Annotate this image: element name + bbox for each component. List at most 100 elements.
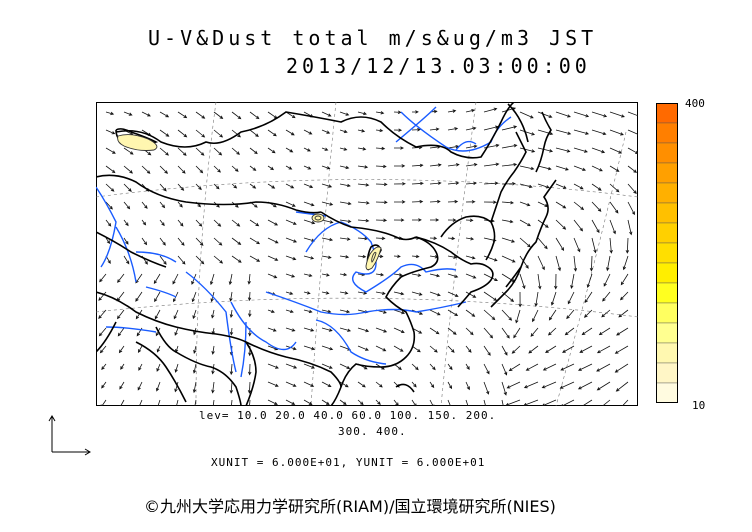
wind-arrow xyxy=(123,201,131,210)
wind-arrow xyxy=(589,255,594,272)
wind-arrow xyxy=(547,327,557,336)
wind-arrow xyxy=(483,273,498,281)
wind-arrow xyxy=(137,381,143,391)
colorbar-band xyxy=(656,322,678,344)
wind-arrow xyxy=(537,147,554,153)
wind-arrow xyxy=(321,399,330,405)
wind-arrow xyxy=(117,327,125,337)
wind-arrow xyxy=(105,237,111,245)
wind-arrow xyxy=(465,363,470,370)
wind-arrow xyxy=(339,255,350,259)
wind-arrow xyxy=(586,273,593,289)
wind-arrow xyxy=(156,345,161,353)
wind-arrow xyxy=(123,219,129,227)
wind-arrow xyxy=(285,327,296,332)
wind-arrow xyxy=(195,237,204,246)
wind-arrow xyxy=(177,237,185,246)
wind-arrow xyxy=(177,219,184,227)
wind-arrow xyxy=(393,200,406,204)
wind-arrow xyxy=(321,255,332,259)
wind-arrow xyxy=(303,129,313,135)
wind-arrow xyxy=(609,219,616,235)
wind-arrow xyxy=(429,163,442,167)
wind-arrow xyxy=(230,399,233,406)
wind-arrow xyxy=(537,129,554,136)
wind-arrow xyxy=(609,111,625,118)
wind-arrow xyxy=(99,273,107,283)
wind-arrow xyxy=(429,309,441,316)
wind-arrow xyxy=(213,129,224,138)
wind-arrow xyxy=(570,273,575,289)
wind-arrow xyxy=(210,273,215,286)
wind-arrow xyxy=(138,399,143,406)
wind-arrow xyxy=(123,147,134,155)
wind-arrow xyxy=(411,128,421,132)
wind-arrow xyxy=(192,363,197,374)
wind-arrow xyxy=(212,399,215,406)
wind-arrow xyxy=(285,147,294,153)
colorbar-band xyxy=(656,342,678,364)
wind-arrow xyxy=(542,363,557,371)
wind-arrow xyxy=(119,381,125,390)
wind-arrow xyxy=(596,363,611,372)
wind-arrow xyxy=(123,237,129,245)
wind-arrow xyxy=(321,111,332,117)
wind-arrow xyxy=(591,237,597,254)
wind-arrow xyxy=(465,309,476,317)
wind-arrow xyxy=(285,381,297,387)
wind-arrow xyxy=(141,165,151,174)
wind-arrow xyxy=(213,237,223,246)
wind-arrow xyxy=(105,201,113,210)
wind-arrow xyxy=(195,111,206,119)
wind-arrow xyxy=(465,291,477,298)
colorbar-band xyxy=(656,382,678,403)
wind-arrow xyxy=(465,218,474,222)
wind-arrow xyxy=(614,345,629,354)
wind-arrow xyxy=(465,126,477,131)
wind-arrow xyxy=(550,291,557,306)
wind-arrow xyxy=(159,165,169,174)
wind-arrow xyxy=(375,381,383,388)
wind-arrow xyxy=(177,183,185,191)
wind-arrow xyxy=(578,363,593,371)
wind-arrow xyxy=(548,309,557,321)
wind-arrow xyxy=(525,363,539,371)
wind-arrow xyxy=(627,183,637,195)
wind-arrow xyxy=(375,399,381,406)
wind-arrow xyxy=(339,183,351,188)
wind-arrow xyxy=(303,165,312,170)
wind-arrow xyxy=(621,399,629,406)
wind-arrow xyxy=(177,147,187,156)
wind-arrow xyxy=(211,363,215,375)
wind-arrow xyxy=(211,381,215,394)
wind-arrow xyxy=(321,381,332,388)
wind-arrow xyxy=(231,111,242,120)
wind-arrow xyxy=(393,254,401,258)
wind-arrow xyxy=(98,291,107,301)
wind-arrow xyxy=(591,201,602,212)
wind-arrow xyxy=(357,381,366,388)
wind-arrow xyxy=(411,218,422,222)
wind-arrow xyxy=(248,363,252,376)
wind-arrow xyxy=(357,327,370,333)
colorbar-band xyxy=(656,122,678,144)
wind-arrow xyxy=(411,199,424,204)
wind-arrow xyxy=(195,165,204,174)
wind-arrow xyxy=(429,327,440,335)
wind-arrow xyxy=(519,201,531,207)
wind-arrow xyxy=(483,309,496,321)
wind-arrow xyxy=(555,201,567,209)
wind-arrow xyxy=(483,181,499,185)
wind-arrow xyxy=(177,129,188,138)
wind-arrow xyxy=(123,111,133,116)
wind-arrow xyxy=(375,218,388,222)
wind-arrow xyxy=(537,255,545,271)
wind-dust-map xyxy=(96,102,638,406)
wind-arrow xyxy=(249,129,259,137)
wind-arrow xyxy=(303,381,315,387)
wind-arrow xyxy=(465,345,472,353)
wind-arrow xyxy=(519,147,536,153)
wind-arrow xyxy=(501,399,504,406)
contour-levels-line1: lev= 10.0 20.0 40.0 60.0 100. 150. 200. xyxy=(199,409,497,422)
wind-arrow xyxy=(303,219,316,225)
